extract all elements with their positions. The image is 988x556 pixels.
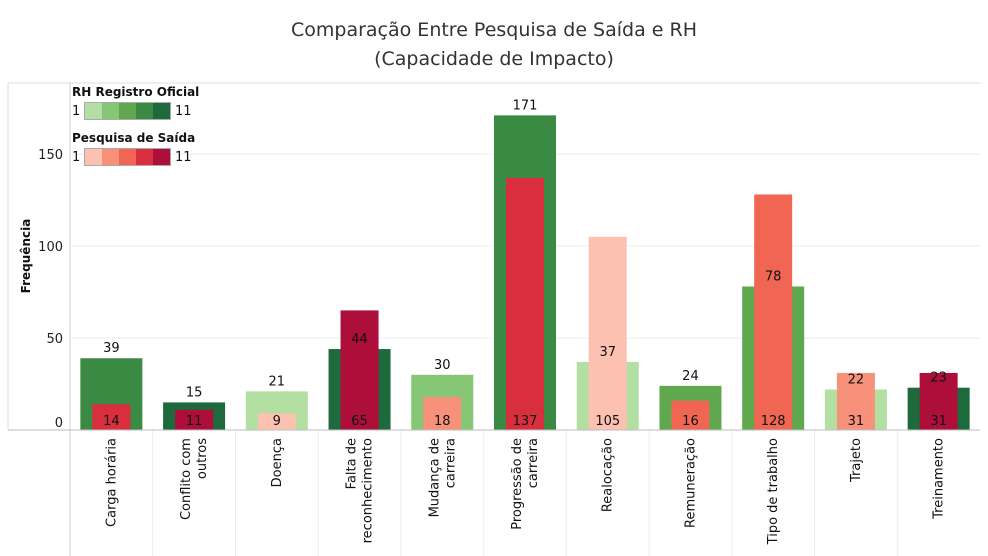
legend-rh-swatch-1 <box>85 103 102 119</box>
label-pesquisa-0: 14 <box>103 414 120 429</box>
legend-pesquisa-title: Pesquisa de Saída <box>72 131 196 145</box>
bar-pesquisa-3 <box>340 310 379 430</box>
label-rh-7: 24 <box>682 369 699 384</box>
category-label-2: Doença <box>270 438 285 487</box>
label-pesquisa-2: 9 <box>273 414 281 429</box>
legend-pesquisa-swatch-2 <box>102 149 119 165</box>
category-label-10: Treinamento <box>932 438 947 520</box>
legend-rh-max: 11 <box>175 103 192 119</box>
legend-pesquisa-swatches <box>84 148 171 166</box>
category-label-5: Progressão decarreira <box>510 438 541 530</box>
bar-pesquisa-6 <box>588 236 627 430</box>
legend-rh-scale: 1 11 <box>72 100 199 122</box>
label-rh-8: 78 <box>765 269 782 284</box>
legend-pesquisa-swatch-1 <box>85 149 102 165</box>
bar-pesquisa-4 <box>423 396 462 430</box>
legend-rh-min: 1 <box>72 103 81 119</box>
bar-pesquisa-10 <box>919 372 958 430</box>
bar-pesquisa-8 <box>754 194 793 430</box>
label-rh-2: 21 <box>269 374 286 389</box>
label-rh-5: 171 <box>513 98 538 113</box>
y-tick-label-100: 100 <box>38 240 63 255</box>
label-rh-6: 37 <box>599 345 616 360</box>
label-pesquisa-9: 31 <box>848 414 865 429</box>
label-pesquisa-10: 31 <box>930 414 947 429</box>
category-label-0: Carga horária <box>104 438 119 527</box>
label-rh-9: 22 <box>848 373 865 388</box>
bar-pesquisa-1 <box>175 409 214 430</box>
bar-pesquisa-0 <box>92 404 131 430</box>
label-rh-1: 15 <box>186 385 203 400</box>
y-tick-label-0: 0 <box>55 416 63 431</box>
legend-pesquisa-scale: 1 11 <box>72 146 199 168</box>
legend-rh-swatch-5 <box>153 103 170 119</box>
legend-rh-swatch-4 <box>136 103 153 119</box>
bar-pesquisa-5 <box>506 177 544 430</box>
y-axis-label: Frequência <box>19 219 33 294</box>
legend: RH Registro Oficial 1 11 Pesquisa de Saí… <box>72 84 199 176</box>
label-pesquisa-3: 65 <box>351 414 368 429</box>
legend-pesquisa-swatch-3 <box>119 149 136 165</box>
bar-pesquisa-9 <box>836 372 875 430</box>
label-pesquisa-6: 105 <box>595 414 620 429</box>
category-label-4: Mudança decarreira <box>427 438 458 517</box>
legend-rh-swatches <box>84 102 171 120</box>
label-rh-0: 39 <box>103 341 120 356</box>
legend-rh-swatch-2 <box>102 103 119 119</box>
bar-pesquisa-2 <box>257 413 296 430</box>
legend-rh-swatch-3 <box>119 103 136 119</box>
label-pesquisa-5: 137 <box>513 414 538 429</box>
legend-pesquisa-min: 1 <box>72 149 81 165</box>
label-pesquisa-1: 11 <box>186 414 203 429</box>
chart-title-line-1: Comparação Entre Pesquisa de Saída e RH <box>291 19 697 41</box>
label-pesquisa-7: 16 <box>682 414 699 429</box>
category-label-9: Trajeto <box>849 438 864 483</box>
label-rh-10: 23 <box>930 371 947 386</box>
y-tick-label-50: 50 <box>46 332 63 347</box>
bar-pesquisa-7 <box>671 400 710 430</box>
category-label-8: Tipo de trabalho <box>766 438 781 545</box>
label-rh-4: 30 <box>434 358 451 373</box>
legend-pesquisa-swatch-4 <box>136 149 153 165</box>
label-pesquisa-8: 128 <box>761 414 786 429</box>
chart-title: Comparação Entre Pesquisa de Saída e RH … <box>0 16 988 74</box>
category-label-6: Realocação <box>601 438 616 512</box>
category-label-1: Conflito comoutros <box>179 438 210 520</box>
legend-pesquisa-swatch-5 <box>153 149 170 165</box>
legend-rh-title: RH Registro Oficial <box>72 85 200 99</box>
category-label-7: Remuneração <box>683 438 698 528</box>
y-tick-label-150: 150 <box>38 148 63 163</box>
label-pesquisa-4: 18 <box>434 414 451 429</box>
legend-pesquisa-max: 11 <box>175 149 192 165</box>
label-rh-3: 44 <box>351 332 368 347</box>
category-label-3: Falta dereconhecimento <box>345 438 376 543</box>
chart-title-line-2: (Capacidade de Impacto) <box>374 48 614 70</box>
